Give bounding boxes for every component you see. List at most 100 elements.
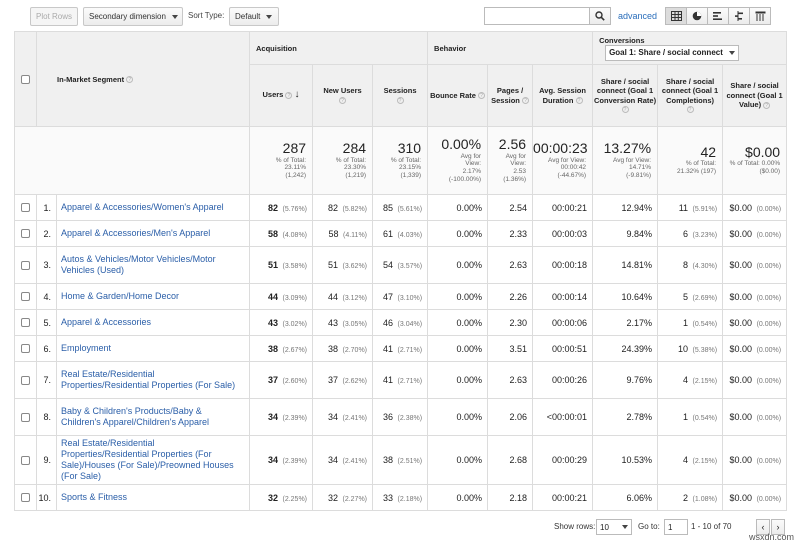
total-completions: 42% of Total: 21.32% (197) xyxy=(657,126,724,195)
goal-value-header[interactable]: Share / social connect (Goal 1 Value) ? xyxy=(722,64,788,127)
row-checkbox-cell xyxy=(14,309,37,336)
row-checkbox[interactable] xyxy=(21,375,30,385)
goto-input[interactable]: 1 xyxy=(664,519,688,535)
segment-link[interactable]: Sports & Fitness xyxy=(61,492,128,503)
row-checkbox-cell xyxy=(14,220,37,247)
goal-select-dropdown[interactable]: Goal 1: Share / social connect xyxy=(605,44,739,61)
goal-conversion-rate-header[interactable]: Share / social connect (Goal 1 Conversio… xyxy=(592,64,659,127)
row-checkbox[interactable] xyxy=(21,203,30,212)
row-index: 10. xyxy=(36,484,57,511)
search-input[interactable] xyxy=(484,7,590,25)
bounce-rate-cell: 0.00% xyxy=(427,194,489,221)
help-icon: ? xyxy=(126,76,134,84)
segment-cell: Home & Garden/Home Decor xyxy=(55,283,251,310)
table-row: 7. Real Estate/Residential Properties/Res… xyxy=(14,361,788,399)
dimension-header[interactable]: In-Market Segment ? xyxy=(35,31,251,127)
row-checkbox[interactable] xyxy=(21,229,30,238)
completions-cell: 2 (1.08%) xyxy=(657,484,724,511)
bounce-rate-cell: 0.00% xyxy=(427,309,489,336)
new-users-cell: 43 (3.05%) xyxy=(312,309,374,336)
row-checkbox[interactable] xyxy=(21,455,30,465)
new-users-header[interactable]: New Users? xyxy=(312,64,374,127)
chevron-down-icon xyxy=(622,525,628,529)
pie-view-button[interactable] xyxy=(686,7,708,25)
advanced-link[interactable]: advanced xyxy=(618,11,658,21)
segment-link[interactable]: Autos & Vehicles/Motor Vehicles/Motor Ve… xyxy=(61,254,216,275)
segment-link[interactable]: Real Estate/Residential Properties/Resid… xyxy=(61,438,234,481)
value-cell: $0.00 (0.00%) xyxy=(722,194,788,221)
row-checkbox[interactable] xyxy=(21,318,30,327)
pages-per-session-cell: 2.54 xyxy=(487,194,534,221)
row-checkbox-cell xyxy=(14,283,37,310)
table-body: 1. Apparel & Accessories/Women's Apparel 8… xyxy=(14,194,788,511)
chevron-down-icon xyxy=(171,14,178,19)
search-button[interactable] xyxy=(589,7,611,25)
conversion-rate-cell: 10.64% xyxy=(592,283,659,310)
secondary-dimension-dropdown[interactable]: Secondary dimension xyxy=(83,7,183,26)
segment-link[interactable]: Apparel & Accessories/Men's Apparel xyxy=(61,228,211,239)
completions-cell: 1 (0.54%) xyxy=(657,309,724,336)
prev-page-button[interactable]: ‹ xyxy=(756,519,770,535)
select-all-cell xyxy=(14,31,37,127)
segment-link[interactable]: Employment xyxy=(61,343,112,354)
select-all-checkbox[interactable] xyxy=(21,74,30,84)
sessions-cell: 46 (3.04%) xyxy=(372,309,429,336)
users-header[interactable]: Users ? ↓ xyxy=(249,64,314,127)
row-checkbox[interactable] xyxy=(21,260,30,270)
show-rows-label: Show rows: xyxy=(554,522,596,531)
segment-link[interactable]: Apparel & Accessories xyxy=(61,317,152,328)
pages-per-session-header[interactable]: Pages / Session ? xyxy=(487,64,534,127)
comparison-icon xyxy=(735,11,743,21)
pages-per-session-cell: 3.51 xyxy=(487,335,534,362)
row-checkbox[interactable] xyxy=(21,493,30,502)
search-icon xyxy=(595,11,605,21)
table-view-button[interactable] xyxy=(665,7,687,25)
bounce-rate-header[interactable]: Bounce Rate ? xyxy=(427,64,489,127)
pivot-view-button[interactable] xyxy=(749,7,771,25)
row-checkbox[interactable] xyxy=(21,292,30,301)
total-avg-duration: 00:00:23 Avg for View: 00:00:42 (-44.67%) xyxy=(532,126,594,195)
row-index: 8. xyxy=(36,398,57,436)
avg-session-duration-header[interactable]: Avg. Session Duration ? xyxy=(532,64,594,127)
comparison-view-button[interactable] xyxy=(728,7,750,25)
page-range: 1 - 10 of 70 xyxy=(691,522,732,531)
plot-rows-button[interactable]: Plot Rows xyxy=(30,7,79,26)
segment-link[interactable]: Home & Garden/Home Decor xyxy=(61,291,180,302)
segment-link[interactable]: Apparel & Accessories/Women's Apparel xyxy=(61,202,224,213)
segment-link[interactable]: Baby & Children's Products/Baby & Childr… xyxy=(61,406,210,427)
bounce-rate-cell: 0.00% xyxy=(427,220,489,247)
sessions-header[interactable]: Sessions? xyxy=(372,64,429,127)
row-index: 1. xyxy=(36,194,57,221)
new-users-cell: 44 (3.12%) xyxy=(312,283,374,310)
new-users-cell: 58 (4.11%) xyxy=(312,220,374,247)
row-checkbox-cell xyxy=(14,361,37,399)
goal-completions-header[interactable]: Share / social connect (Goal 1 Completio… xyxy=(657,64,724,127)
row-checkbox-cell xyxy=(14,246,37,284)
table-row: 6. Employment 38 (2.67%) 38 (2.70%) 41 (2.71… xyxy=(14,335,788,362)
table-row: 10. Sports & Fitness 32 (2.25%) 32 (2.27%) 3… xyxy=(14,484,788,511)
conversion-rate-cell: 14.81% xyxy=(592,246,659,284)
sort-type-dropdown[interactable]: Default xyxy=(229,7,279,26)
row-checkbox-cell xyxy=(14,484,37,511)
value-cell: $0.00 (0.00%) xyxy=(722,361,788,399)
pages-per-session-cell: 2.26 xyxy=(487,283,534,310)
completions-cell: 11 (5.91%) xyxy=(657,194,724,221)
row-checkbox[interactable] xyxy=(21,344,30,353)
segment-cell: Autos & Vehicles/Motor Vehicles/Motor Ve… xyxy=(55,246,251,284)
performance-view-button[interactable] xyxy=(707,7,729,25)
sessions-cell: 54 (3.57%) xyxy=(372,246,429,284)
segment-link[interactable]: Real Estate/Residential Properties/Resid… xyxy=(61,369,236,390)
table-row: 4. Home & Garden/Home Decor 44 (3.09%) 44 (… xyxy=(14,283,788,310)
next-page-button[interactable]: › xyxy=(771,519,785,535)
users-cell: 82 (5.76%) xyxy=(249,194,314,221)
table-row: 5. Apparel & Accessories 43 (3.02%) 43 (3.0… xyxy=(14,309,788,336)
pages-per-session-cell: 2.63 xyxy=(487,246,534,284)
sessions-cell: 41 (2.71%) xyxy=(372,361,429,399)
show-rows-select[interactable]: 10 xyxy=(596,519,632,535)
new-users-cell: 51 (3.62%) xyxy=(312,246,374,284)
pages-per-session-cell: 2.18 xyxy=(487,484,534,511)
row-checkbox[interactable] xyxy=(21,412,30,422)
conversion-rate-cell: 9.84% xyxy=(592,220,659,247)
completions-cell: 1 (0.54%) xyxy=(657,398,724,436)
row-index: 6. xyxy=(36,335,57,362)
